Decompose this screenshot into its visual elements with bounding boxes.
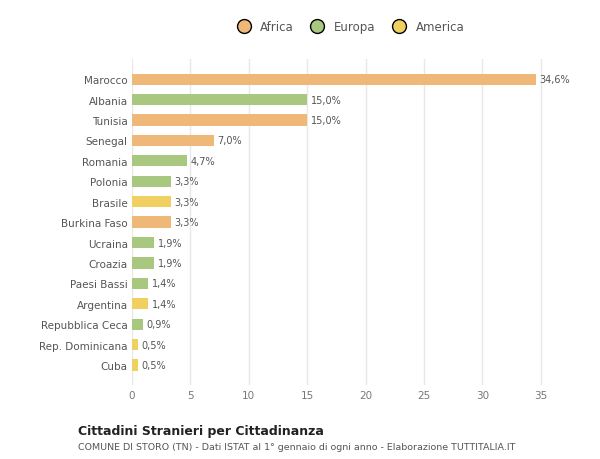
Bar — [132, 237, 154, 249]
Bar — [132, 74, 536, 86]
Text: 4,7%: 4,7% — [190, 157, 215, 167]
Text: 1,4%: 1,4% — [152, 279, 176, 289]
Bar — [132, 115, 307, 126]
Bar — [132, 196, 170, 208]
Bar — [132, 278, 148, 289]
Text: 0,9%: 0,9% — [146, 319, 170, 330]
Bar — [132, 176, 170, 187]
Text: 1,9%: 1,9% — [158, 258, 182, 269]
Text: 1,9%: 1,9% — [158, 238, 182, 248]
Bar — [132, 95, 307, 106]
Bar — [132, 319, 143, 330]
Text: 0,5%: 0,5% — [142, 340, 166, 350]
Bar — [132, 339, 138, 350]
Text: COMUNE DI STORO (TN) - Dati ISTAT al 1° gennaio di ogni anno - Elaborazione TUTT: COMUNE DI STORO (TN) - Dati ISTAT al 1° … — [78, 442, 515, 451]
Text: 7,0%: 7,0% — [217, 136, 242, 146]
Bar — [132, 298, 148, 310]
Text: Cittadini Stranieri per Cittadinanza: Cittadini Stranieri per Cittadinanza — [78, 425, 324, 437]
Bar — [132, 258, 154, 269]
Text: 3,3%: 3,3% — [174, 177, 199, 187]
Bar — [132, 217, 170, 228]
Legend: Africa, Europa, America: Africa, Europa, America — [227, 17, 469, 39]
Text: 15,0%: 15,0% — [311, 116, 341, 126]
Text: 1,4%: 1,4% — [152, 299, 176, 309]
Text: 0,5%: 0,5% — [142, 360, 166, 370]
Bar — [132, 156, 187, 167]
Bar — [132, 135, 214, 147]
Text: 3,3%: 3,3% — [174, 218, 199, 228]
Text: 3,3%: 3,3% — [174, 197, 199, 207]
Text: 15,0%: 15,0% — [311, 95, 341, 106]
Bar — [132, 359, 138, 371]
Text: 34,6%: 34,6% — [539, 75, 570, 85]
